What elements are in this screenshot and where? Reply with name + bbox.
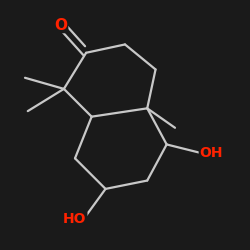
Text: OH: OH — [199, 146, 223, 160]
Text: O: O — [54, 18, 68, 32]
Text: HO: HO — [63, 212, 87, 226]
